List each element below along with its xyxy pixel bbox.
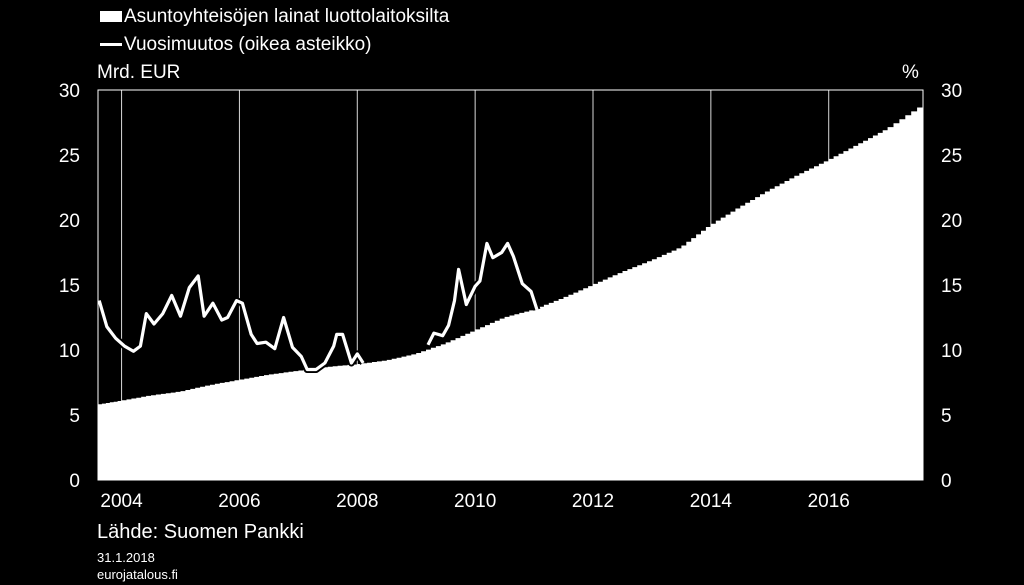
- legend-swatch-line: [100, 43, 122, 46]
- y-right-tick-20: 20: [941, 211, 962, 232]
- x-tick-2004: 2004: [100, 491, 143, 512]
- date-text: 31.1.2018: [97, 550, 155, 565]
- line-halo-0: [99, 276, 363, 370]
- y-left-tick-30: 30: [59, 81, 80, 102]
- x-tick-2014: 2014: [690, 491, 733, 512]
- y-right-tick-15: 15: [941, 276, 962, 297]
- x-tick-2006: 2006: [218, 491, 260, 512]
- y-right-tick-30: 30: [941, 81, 962, 102]
- x-tick-2016: 2016: [808, 491, 850, 512]
- y-left-tick-20: 20: [59, 211, 80, 232]
- y-axis-right-label: %: [902, 62, 919, 84]
- site-text: eurojatalous.fi: [97, 567, 178, 582]
- y-left-tick-25: 25: [59, 146, 80, 167]
- loans-area-series: [98, 108, 923, 481]
- line-segment-0: [99, 276, 363, 370]
- legend-item-loans: Asuntoyhteisöjen lainat luottolaitoksilt…: [100, 6, 449, 28]
- y-left-tick-15: 15: [59, 276, 80, 297]
- y-right-tick-0: 0: [941, 471, 952, 492]
- area-loans: [98, 108, 923, 481]
- y-left-tick-5: 5: [69, 406, 80, 427]
- legend-swatch-area: [100, 11, 122, 22]
- source-text: Lähde: Suomen Pankki: [97, 521, 304, 544]
- y-left-tick-10: 10: [59, 341, 80, 362]
- x-tick-2008: 2008: [336, 491, 378, 512]
- legend-item-change: Vuosimuutos (oikea asteikko): [100, 34, 371, 56]
- legend-label-loans: Asuntoyhteisöjen lainat luottolaitoksilt…: [124, 6, 449, 27]
- y-right-tick-5: 5: [941, 406, 952, 427]
- y-left-tick-0: 0: [69, 471, 80, 492]
- y-right-tick-10: 10: [941, 341, 962, 362]
- y-axis-left-label: Mrd. EUR: [97, 62, 180, 84]
- legend-label-change: Vuosimuutos (oikea asteikko): [124, 34, 371, 55]
- x-tick-2010: 2010: [454, 491, 496, 512]
- y-right-tick-25: 25: [941, 146, 962, 167]
- x-tick-2012: 2012: [572, 491, 614, 512]
